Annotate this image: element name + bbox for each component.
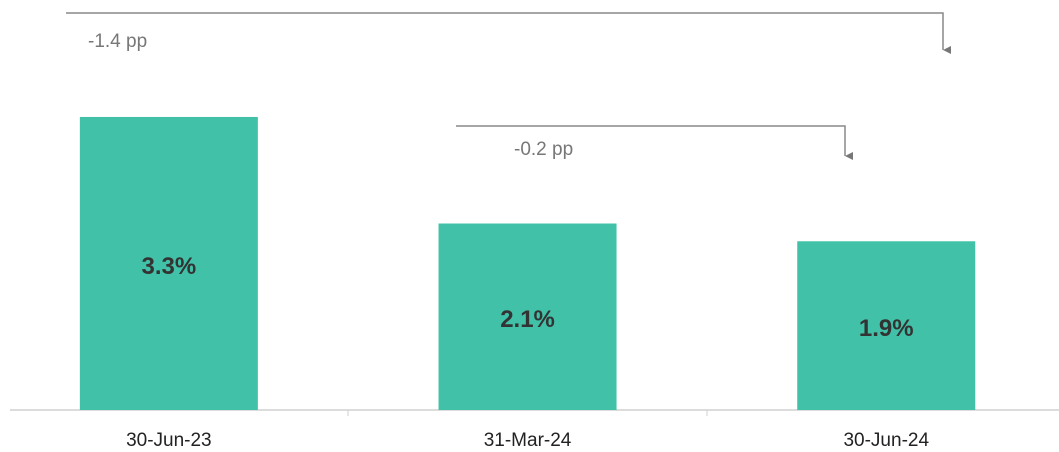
bar [797, 241, 976, 410]
annotation: -1.4 pp [88, 31, 147, 52]
change-arrow [66, 12, 951, 54]
x-tick-label: 30-Jun-23 [126, 430, 212, 451]
change-arrow [456, 125, 853, 160]
bar [79, 116, 258, 411]
bar [438, 223, 617, 410]
annotation: -0.2 pp [514, 139, 573, 160]
x-tick-label: 31-Mar-24 [484, 430, 572, 451]
value-label: 1.9% [859, 315, 914, 342]
value-label: 3.3% [141, 253, 196, 280]
x-tick-label: 30-Jun-24 [843, 430, 929, 451]
value-label: 2.1% [500, 306, 555, 333]
